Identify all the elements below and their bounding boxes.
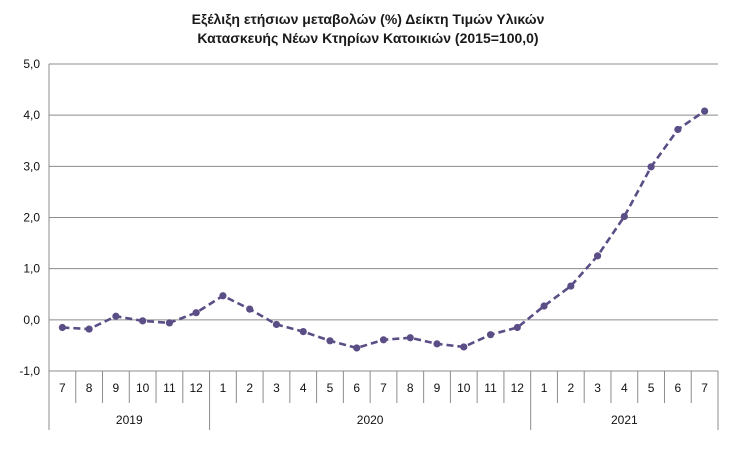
x-tick-label: 11: [484, 381, 497, 395]
data-point: [460, 343, 468, 351]
data-point: [513, 323, 521, 332]
x-tick-label: 9: [434, 381, 441, 395]
x-tick-label: 10: [136, 381, 150, 395]
x-tick-label: 1: [220, 381, 227, 395]
y-tick-label: 0,0: [23, 313, 40, 327]
y-axis-tick-labels: -1,0 0,0 1,0 2,0 3,0 4,0 5,0: [19, 57, 40, 378]
x-tick-label: 12: [190, 381, 204, 395]
axes: [48, 64, 719, 430]
series-path: [62, 109, 706, 350]
data-point: [112, 312, 120, 320]
y-tick-label: 1,0: [23, 262, 40, 276]
data-point: [540, 302, 548, 310]
data-point: [219, 292, 227, 300]
data-point: [85, 325, 93, 333]
x-tick-label: 10: [457, 381, 471, 395]
y-tick-label: 3,0: [23, 159, 40, 173]
data-point: [139, 317, 147, 325]
x-tick-label: 4: [300, 381, 307, 395]
data-point: [58, 323, 66, 332]
x-tick-label: 12: [511, 381, 525, 395]
x-tick-label: 1: [541, 381, 548, 395]
x-tick-label: 5: [327, 381, 334, 395]
y-tick-label: 2,0: [23, 211, 40, 225]
x-tick-label: 9: [113, 381, 120, 395]
data-point: [647, 163, 655, 171]
x-tick-label: 8: [86, 381, 93, 395]
x-tick-label: 4: [621, 381, 628, 395]
y-tick-label: 4,0: [23, 108, 40, 122]
data-point: [353, 344, 361, 352]
data-point: [620, 212, 628, 221]
data-point: [165, 319, 174, 327]
data-point: [299, 328, 307, 336]
series-line: [58, 107, 709, 352]
data-point: [433, 340, 441, 348]
y-tick-label: -1,0: [19, 364, 40, 378]
data-point: [326, 337, 334, 345]
chart-title: Εξέλιξη ετήσιων μεταβολών (%) Δείκτη Τιμ…: [191, 11, 545, 27]
data-point: [379, 336, 388, 344]
x-tick-label: 7: [59, 381, 66, 395]
data-point: [701, 107, 709, 115]
data-point: [674, 125, 682, 134]
year-label: 2020: [357, 413, 384, 427]
year-label: 2019: [116, 413, 143, 427]
x-tick-label: 5: [648, 381, 655, 395]
data-point: [246, 305, 254, 313]
x-tick-label: 11: [163, 381, 176, 395]
gridlines: [49, 63, 718, 372]
data-point: [486, 331, 495, 339]
data-point: [192, 309, 200, 317]
x-tick-label: 8: [407, 381, 414, 395]
x-tick-label: 6: [675, 381, 682, 395]
data-point: [593, 252, 602, 260]
data-point: [406, 334, 414, 342]
data-point: [567, 282, 575, 290]
chart-subtitle: Κατασκευής Νέων Κτηρίων Κατοικιών (2015=…: [197, 30, 539, 46]
x-tick-label: 7: [701, 381, 708, 395]
data-point: [272, 320, 281, 329]
year-label: 2021: [611, 413, 638, 427]
x-tick-label: 2: [567, 381, 574, 395]
x-tick-label: 3: [273, 381, 280, 395]
x-tick-label: 3: [594, 381, 601, 395]
x-tick-label: 2: [246, 381, 253, 395]
x-tick-label: 7: [380, 381, 387, 395]
y-tick-label: 5,0: [23, 57, 40, 71]
x-tick-label: 6: [353, 381, 360, 395]
